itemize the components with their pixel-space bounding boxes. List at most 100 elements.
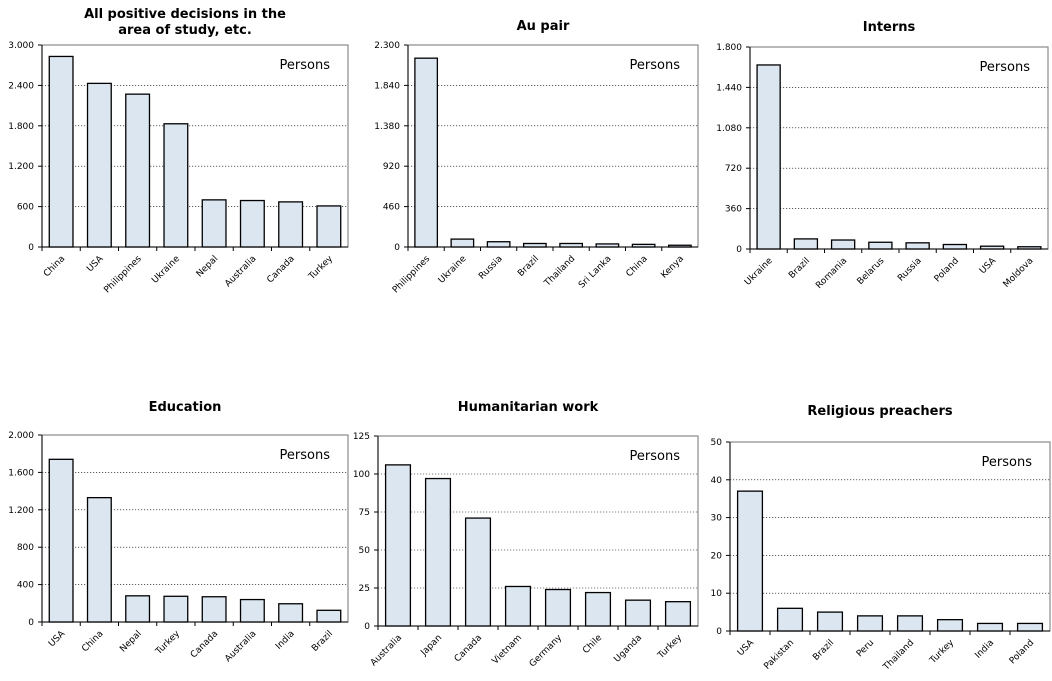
bar: [936, 619, 964, 632]
chart-svg: Interns 0 360 720 1.080 1.440 1.800 Ukraine Braz…: [716, 20, 1049, 291]
chart-title: Interns: [863, 20, 916, 35]
unit-label: Persons: [280, 448, 331, 463]
bar: [48, 55, 74, 248]
bar: [464, 517, 492, 627]
bar: [631, 243, 656, 248]
bar: [86, 496, 112, 623]
unit-label: Persons: [980, 60, 1031, 75]
x-category-label: Turkey: [307, 254, 336, 283]
x-category-label: China: [42, 254, 67, 279]
x-category-label: Poland: [1008, 638, 1036, 666]
x-category-label: Pakistan: [762, 638, 796, 672]
y-tick-label: 50: [711, 438, 723, 448]
bar: [239, 199, 265, 248]
y-tick-label: 0: [736, 245, 742, 255]
x-category-label: Sri Lanka: [577, 254, 613, 290]
x-category-label: Peru: [855, 638, 876, 659]
y-tick-label: 75: [359, 508, 370, 518]
chart-title: Religious preachers: [807, 404, 952, 419]
plot-area-frame: [749, 46, 1049, 250]
x-category-label: Ukraine: [437, 254, 469, 286]
x-category-label: Brazil: [811, 638, 836, 663]
y-tick-label: 10: [711, 589, 723, 599]
x-category-label: Russia: [896, 256, 924, 284]
x-category-label: Nepal: [195, 254, 220, 279]
y-tick-label: 40: [711, 476, 723, 486]
x-category-label: Turkey: [928, 638, 957, 667]
y-tick-label: 25: [359, 584, 370, 594]
y-tick-label: 600: [17, 203, 34, 213]
bar: [414, 57, 439, 248]
y-tick-label: 0: [364, 622, 370, 632]
chart-title: Education: [149, 400, 222, 415]
chart-title: Au pair: [517, 19, 570, 34]
y-tick-label: 460: [383, 203, 400, 213]
y-tick-label: 720: [725, 164, 742, 174]
bar: [868, 241, 893, 250]
x-category-label: Vietnam: [491, 633, 525, 667]
x-category-label: Philippines: [102, 254, 144, 296]
bar: [522, 242, 547, 248]
x-category-label: Ukraine: [150, 254, 182, 286]
chart-svg: Au pair 0 460 920 1.380 1.840 2.300 Philippines…: [374, 19, 699, 296]
plot-area-frame: [729, 441, 1051, 632]
bar: [486, 241, 511, 248]
chart-religious-preachers: Religious preachers 0 10 20 30 40 50 USA Pakista…: [702, 380, 1052, 681]
bar: [979, 245, 1005, 250]
bar: [384, 464, 412, 627]
x-category-label: Philippines: [391, 254, 433, 296]
bar: [595, 243, 620, 248]
bar: [942, 243, 968, 250]
bar: [201, 199, 227, 248]
chart-education: Education 0 400 800 1.200 1.600 2.000 USA China N…: [0, 380, 350, 681]
x-category-label: USA: [736, 637, 757, 658]
bar: [664, 601, 692, 627]
unit-label: Persons: [982, 455, 1033, 470]
x-category-label: Australia: [223, 254, 258, 289]
x-category-label: India: [274, 629, 297, 652]
bar: [896, 615, 924, 632]
bar: [793, 238, 819, 250]
y-tick-label: 1.080: [716, 124, 742, 134]
y-tick-label: 2.000: [8, 431, 34, 441]
y-tick-label: 360: [725, 205, 742, 215]
y-tick-label: 1.600: [8, 468, 34, 478]
x-category-label: Australia: [223, 629, 258, 664]
x-category-label: Turkey: [154, 629, 183, 658]
bar: [125, 93, 151, 248]
x-category-label: Turkey: [656, 633, 685, 662]
bar: [163, 123, 189, 248]
bar: [830, 239, 856, 250]
x-category-label: Chile: [581, 633, 604, 656]
chart-title: Humanitarian work: [458, 400, 599, 415]
chart-title: area of study, etc.: [118, 23, 252, 38]
bar: [559, 242, 584, 248]
x-category-label: Russia: [477, 254, 505, 282]
chart-svg: Religious preachers 0 10 20 30 40 50 USA Pakista…: [711, 404, 1051, 673]
x-category-label: Canada: [189, 629, 220, 660]
y-tick-label: 400: [17, 581, 34, 591]
x-category-label: Thailand: [881, 638, 916, 673]
bar: [905, 242, 930, 250]
x-category-label: China: [624, 254, 649, 279]
x-category-label: Brazil: [516, 254, 541, 279]
bar: [624, 599, 652, 627]
y-tick-label: 2.300: [374, 41, 400, 51]
bar: [776, 607, 804, 632]
x-category-label: Canada: [265, 254, 296, 285]
bar: [816, 611, 844, 632]
y-tick-label: 1.200: [8, 162, 34, 172]
bar: [316, 205, 342, 248]
bar: [424, 477, 452, 627]
bar: [544, 588, 572, 627]
y-tick-label: 0: [716, 627, 722, 637]
bar: [856, 615, 884, 632]
x-category-label: Canada: [453, 633, 484, 664]
bar: [976, 622, 1004, 632]
y-tick-label: 125: [353, 432, 370, 442]
bar: [504, 585, 532, 627]
y-tick-label: 1.200: [8, 506, 34, 516]
x-category-label: Japan: [419, 633, 445, 659]
x-category-label: Ukraine: [743, 256, 775, 288]
